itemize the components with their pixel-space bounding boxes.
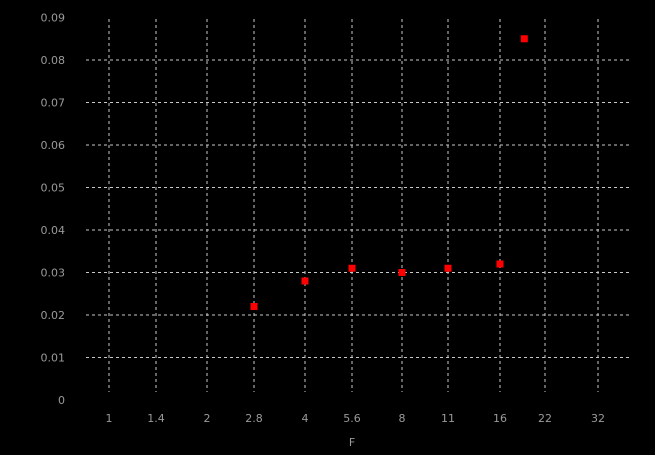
y-tick-label: 0.04: [41, 224, 66, 237]
x-axis-ticks: 1 1.4 2 2.8 4 5.6 8 11 16 22 32: [106, 412, 606, 425]
data-point-marker: [398, 269, 406, 276]
y-tick-label: 0: [58, 394, 65, 407]
y-tick-label: 0.07: [41, 97, 66, 110]
y-tick-label: 0.09: [41, 12, 66, 25]
data-point-marker: [250, 303, 258, 310]
data-point-marker: [301, 277, 309, 285]
data-point-marker: [496, 260, 504, 268]
x-tick-label: 1.4: [147, 412, 165, 425]
x-tick-label: 11: [441, 412, 455, 425]
data-point-marker: [520, 35, 528, 43]
x-tick-label: 16: [493, 412, 507, 425]
x-tick-label: 5.6: [343, 412, 361, 425]
y-tick-label: 0.06: [41, 139, 66, 152]
y-tick-label: 0.05: [41, 182, 66, 195]
x-tick-label: 32: [591, 412, 605, 425]
data-point-marker: [444, 264, 452, 272]
x-tick-label: 4: [302, 412, 309, 425]
x-tick-label: 1: [106, 412, 113, 425]
y-tick-label: 0.03: [41, 267, 66, 280]
x-tick-label: 2: [204, 412, 211, 425]
grid-lines: [86, 19, 630, 392]
y-tick-label: 0.08: [41, 54, 66, 67]
data-points: [250, 35, 528, 310]
x-axis-label: F: [349, 436, 355, 449]
y-tick-label: 0.01: [41, 352, 66, 365]
y-tick-label: 0.02: [41, 309, 66, 322]
data-point-marker: [348, 264, 356, 272]
y-axis-ticks: 0 0.01 0.02 0.03 0.04 0.05 0.06 0.07 0.08 0.09: [41, 12, 66, 408]
x-tick-label: 2.8: [245, 412, 263, 425]
x-tick-label: 22: [538, 412, 552, 425]
x-tick-label: 8: [399, 412, 406, 425]
